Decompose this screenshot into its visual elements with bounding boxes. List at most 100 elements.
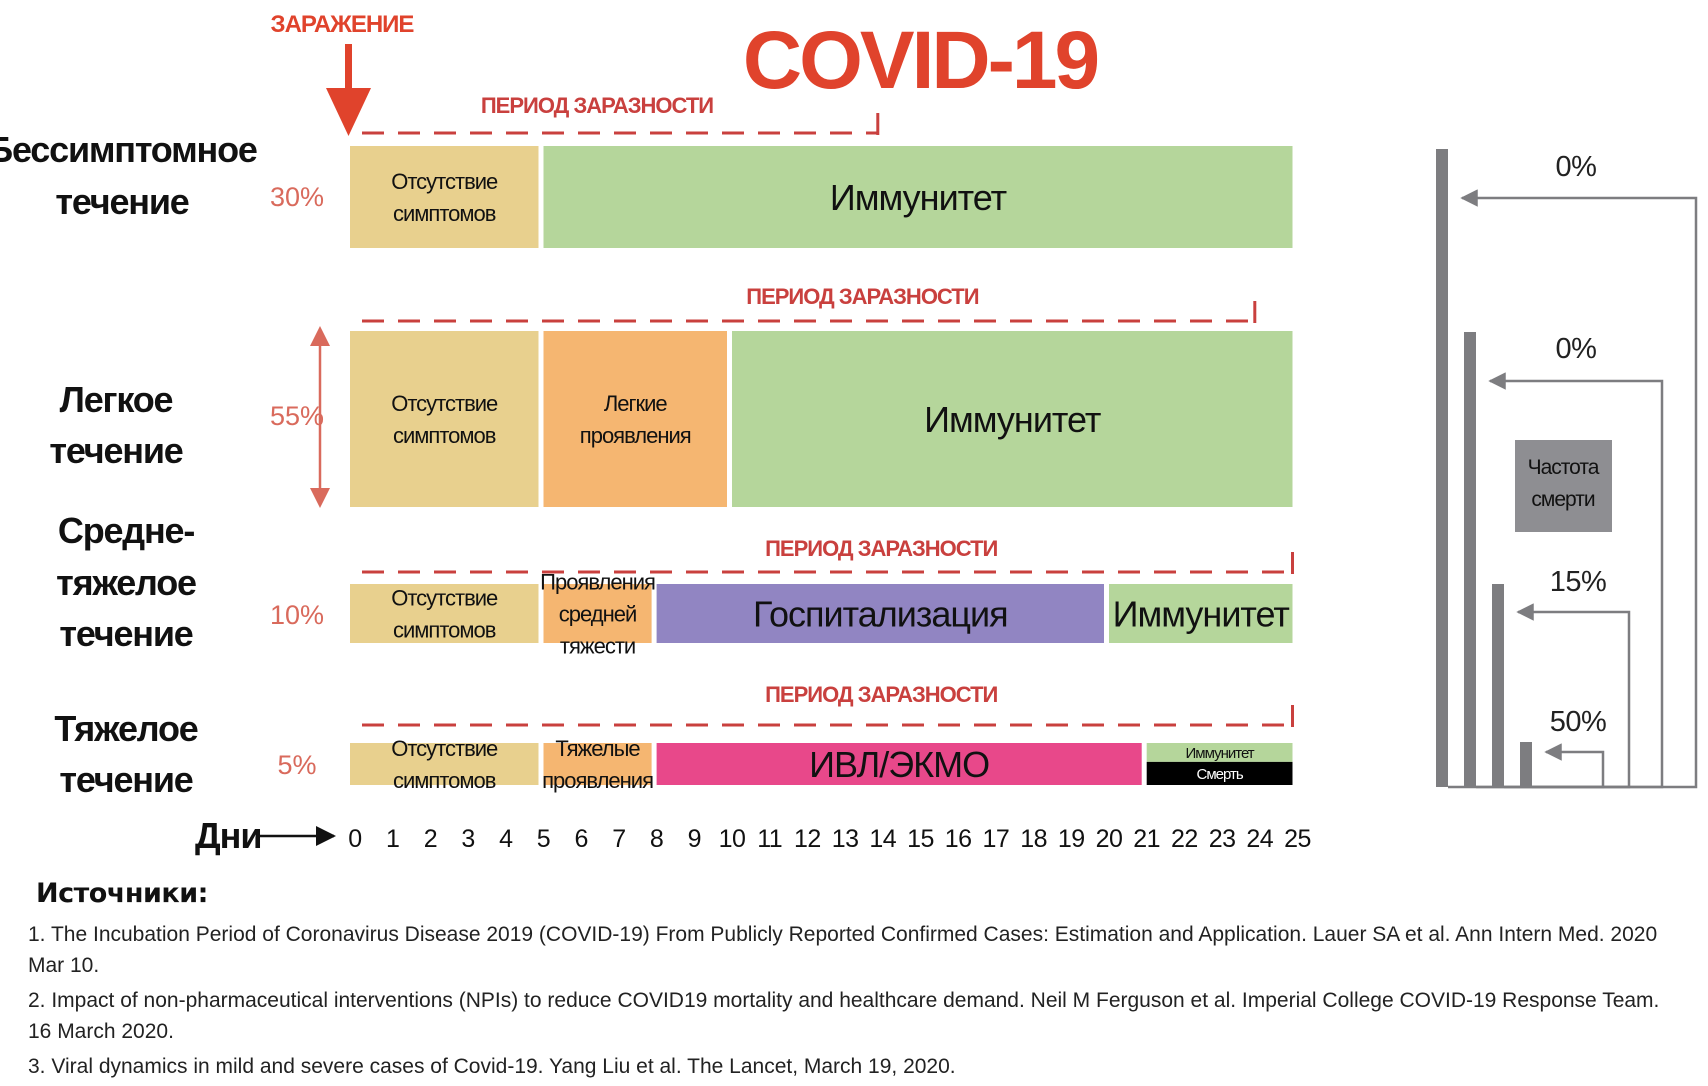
- day-tick: 24: [1246, 825, 1273, 853]
- stage-label: симптомов: [393, 617, 496, 642]
- stage-label: Госпитализация: [753, 593, 1008, 634]
- row-label: течение: [55, 181, 188, 222]
- severity-row: Легкое течение 55% ПЕРИОД ЗАРАЗНОСТИ Отсутст…: [49, 284, 1293, 507]
- sources-heading: Источники:: [36, 878, 208, 909]
- row-percent: 10%: [270, 600, 324, 630]
- row-percent: 55%: [270, 401, 324, 431]
- day-tick: 2: [424, 825, 437, 853]
- infection-label: ЗАРАЖЕНИЕ: [271, 11, 415, 38]
- stage-label: Отсутствие: [391, 736, 498, 761]
- axis-label: Дни: [195, 815, 262, 856]
- stage-bar: [543, 743, 652, 785]
- day-tick: 22: [1171, 825, 1198, 853]
- death-rate-flow: 15%: [1492, 566, 1631, 789]
- contagious-period-label: ПЕРИОД ЗАРАЗНОСТИ: [765, 682, 997, 707]
- stage-label: проявления: [580, 423, 691, 448]
- severity-rows: Бессимптомное течение 30% ПЕРИОД ЗАРАЗНОСТИ…: [0, 93, 1294, 800]
- row-label: Легкое: [60, 379, 173, 420]
- day-tick: 14: [869, 825, 896, 853]
- stage-bar: [350, 584, 539, 643]
- stage-label: Легкие: [604, 391, 668, 416]
- day-tick: 8: [650, 825, 663, 853]
- infection-arrow-icon: [326, 44, 371, 136]
- day-tick: 5: [537, 825, 550, 853]
- axis-ticks: 0 1 2 3 4 5 6 7 8 9 10 11 12 13 14 15 16 17 18 19 20 21 22 23 24…: [348, 825, 1311, 853]
- stage-bar: [543, 584, 652, 643]
- day-tick: 0: [348, 825, 361, 853]
- row-label: течение: [49, 430, 182, 471]
- death-rate-value: 15%: [1550, 566, 1607, 598]
- source-item: 1. The Incubation Period of Coronavirus …: [28, 923, 1658, 977]
- stage-bar: [1146, 761, 1293, 785]
- stage-bar: [1146, 743, 1293, 762]
- day-tick: 7: [612, 825, 625, 853]
- death-rate-box: Частота смерти: [1515, 440, 1612, 532]
- stage-label: Отсутствие: [391, 169, 498, 194]
- sources-section: Источники: 1. The Incubation Period of C…: [28, 878, 1688, 1086]
- stage-bar: [350, 146, 539, 248]
- death-rate-bar: [1492, 584, 1504, 787]
- day-tick: 20: [1096, 825, 1123, 853]
- stage-label: Смерть: [1197, 766, 1244, 783]
- stage-label: тяжести: [560, 633, 635, 658]
- death-rate-bar: [1464, 332, 1476, 787]
- source-item: 3. Viral dynamics in mild and severe cas…: [28, 1055, 956, 1078]
- contagious-period-label: ПЕРИОД ЗАРАЗНОСТИ: [481, 93, 713, 118]
- stage-label: Тяжелые: [555, 736, 640, 761]
- day-tick: 9: [688, 825, 701, 853]
- stage-bar: [350, 743, 539, 785]
- row-percent: 5%: [277, 750, 316, 780]
- stage-label: симптомов: [393, 201, 496, 226]
- day-tick: 10: [719, 825, 746, 853]
- stage-label: Отсутствие: [391, 585, 498, 610]
- row-label: Средне-: [58, 510, 194, 551]
- death-rate-value: 50%: [1550, 706, 1607, 738]
- day-tick: 6: [574, 825, 587, 853]
- death-rate-bar: [1436, 149, 1448, 787]
- contagious-period-label: ПЕРИОД ЗАРАЗНОСТИ: [765, 536, 997, 561]
- day-tick: 23: [1209, 825, 1236, 853]
- day-tick: 25: [1284, 825, 1311, 853]
- severity-row: Средне-тяжелое течение 10% ПЕРИОД ЗАРАЗНОСТ…: [56, 510, 1294, 658]
- death-rate-flow: 50%: [1520, 706, 1607, 789]
- day-tick: 18: [1020, 825, 1047, 853]
- diagram-title: COVID-19: [743, 15, 1098, 106]
- day-tick: 21: [1133, 825, 1160, 853]
- stage-bar: [1109, 584, 1293, 643]
- row-percent: 30%: [270, 182, 324, 212]
- death-rate-bar: [1520, 742, 1532, 787]
- row-label: Бессимптомное: [0, 129, 257, 170]
- severity-row: Тяжелое течение 5% ПЕРИОД ЗАРАЗНОСТИ Отсутст…: [54, 682, 1294, 800]
- stage-label: средней: [559, 601, 637, 626]
- day-tick: 19: [1058, 825, 1085, 853]
- row-label: течение: [59, 759, 192, 800]
- death-rate-value: 0%: [1556, 151, 1597, 183]
- day-tick: 4: [499, 825, 513, 853]
- death-rate-value: 0%: [1556, 333, 1597, 365]
- stage-bar: [543, 331, 727, 507]
- day-tick: 11: [757, 825, 782, 853]
- death-rate-box-line-1: Частота: [1528, 456, 1600, 479]
- stage-label: симптомов: [393, 768, 496, 793]
- day-tick: 15: [907, 825, 934, 853]
- stage-label: Иммунитет: [1186, 745, 1255, 762]
- row-label: тяжелое: [56, 562, 196, 603]
- row-label: течение: [59, 613, 192, 654]
- day-tick: 1: [386, 825, 399, 853]
- death-rate-panel: 0% 0% 15% 50%: [1436, 149, 1698, 789]
- source-item: 2. Impact of non-pharmaceutical interven…: [28, 989, 1660, 1043]
- severity-row: Бессимптомное течение 30% ПЕРИОД ЗАРАЗНОСТИ…: [0, 93, 1293, 248]
- stage-bar: [732, 331, 1293, 507]
- stage-label: Иммунитет: [924, 399, 1101, 440]
- stage-label: Отсутствие: [391, 391, 498, 416]
- day-tick: 16: [945, 825, 972, 853]
- stage-label: Иммунитет: [1113, 593, 1290, 634]
- contagious-period-label: ПЕРИОД ЗАРАЗНОСТИ: [746, 284, 978, 309]
- stage-label: Проявления: [540, 570, 655, 595]
- stage-label: Иммунитет: [830, 177, 1007, 218]
- stage-bar: [543, 146, 1293, 248]
- day-tick: 17: [982, 825, 1009, 853]
- row-label: Тяжелое: [54, 708, 197, 749]
- death-rate-box-line-2: смерти: [1531, 488, 1594, 511]
